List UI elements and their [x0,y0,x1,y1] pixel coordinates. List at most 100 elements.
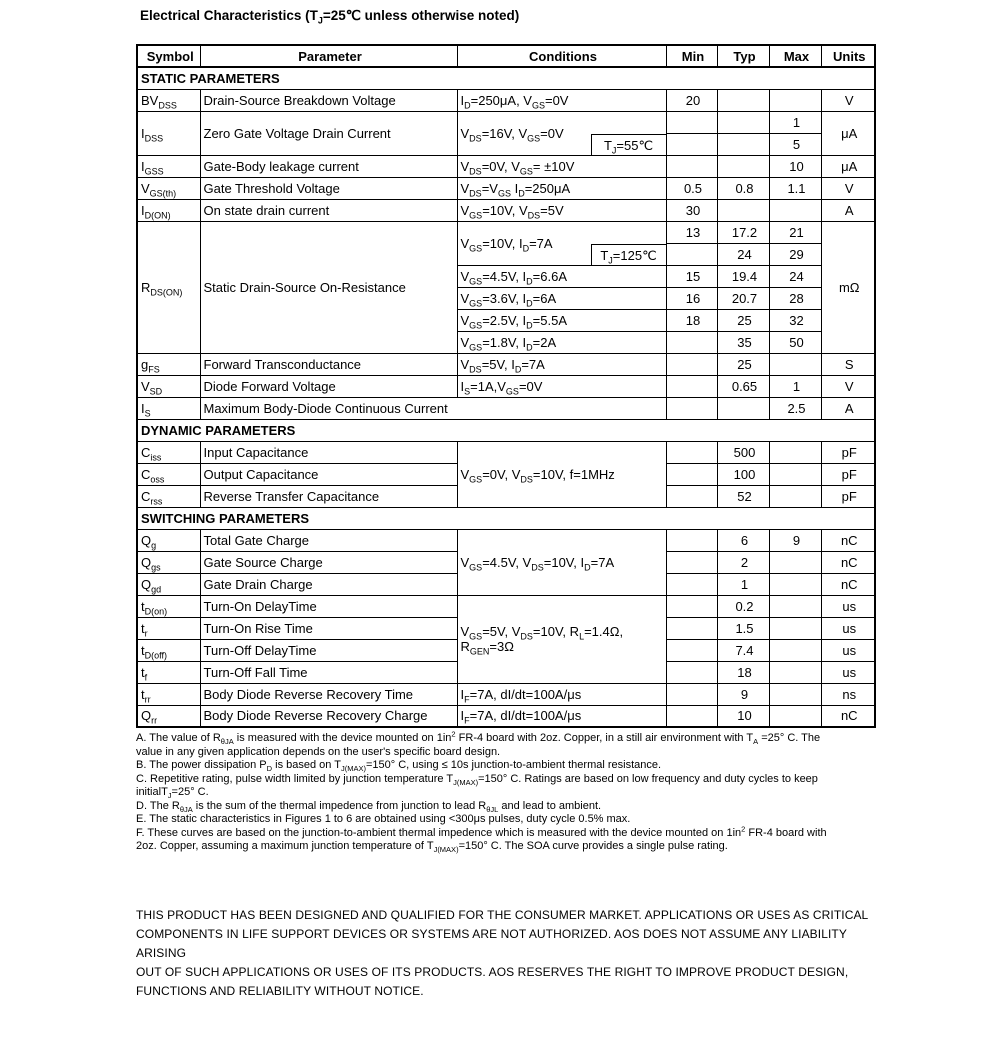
doc-title: Electrical Characteristics (TJ=25℃ unles… [140,8,520,26]
table-row: BVDSS Drain-Source Breakdown Voltage ID=25… [136,88,876,112]
parameter-cell: Diode Forward Voltage [199,374,458,398]
units-cell: nC [820,528,876,552]
parameter-cell: Static Drain-Source On-Resistance [199,220,458,354]
table-row: Coss Output Capacitance 100 pF [136,462,876,486]
value-cell: 100 [716,462,770,486]
section-header: STATIC PARAMETERS [136,66,876,90]
section-row: SWITCHING PARAMETERS [136,506,876,530]
disclaimer-line: COMPONENTS IN LIFE SUPPORT DEVICES OR SY… [136,926,847,960]
column-header: Units [820,44,876,68]
column-header: Conditions [456,44,667,68]
conditions-cell: VDS=16V, VGS=0V TJ=55℃ [456,110,667,156]
column-header: Symbol [136,44,201,68]
conditions-cell: VGS=4.5V, ID=6.6A [456,264,667,288]
conditions-cell: VDS=0V, VGS= ±10V [456,154,667,178]
symbol-cell: Qgs [136,550,201,574]
symbol-cell: RDS(ON) [136,220,201,354]
conditions-cell: VDS=5V, ID=7A [456,352,667,376]
value-cell [665,660,718,684]
value-cell: 18 [716,660,770,684]
parameter-cell: Turn-On DelayTime [199,594,458,618]
table-row: gFS Forward Transconductance VDS=5V, ID=7A… [136,352,876,376]
value-cell: 0.65 [716,374,770,398]
column-header: Typ [716,44,770,68]
table-row: tD(on) Turn-On DelayTime VGS=5V, VDS=10V, … [136,594,876,684]
value-cell: 16 [665,286,718,310]
section-row: STATIC PARAMETERS [136,66,876,90]
header-row: Symbol Parameter Conditions Min Typ Max Units [136,44,876,68]
footnote: A. The value of RθJA is measured with th… [136,729,821,758]
conditions-cell: VGS=0V, VDS=10V, f=1MHz [456,440,667,508]
parameter-cell: Turn-On Rise Time [199,616,458,640]
parameter-cell: Maximum Body-Diode Continuous Current [199,396,667,420]
value-cell [768,638,822,662]
parameter-cell: Gate-Body leakage current [199,154,458,178]
value-cell: 9 [716,682,770,706]
value-cell [665,132,718,156]
table-row: Qg Total Gate Charge VGS=4.5V, VDS=10V, ID… [136,528,876,596]
symbol-cell: Crss [136,484,201,508]
table-row: tf Turn-Off Fall Time 18 us [136,660,876,684]
value-cell: 19.4 [716,264,770,288]
units-cell: A [820,198,876,222]
parameter-cell: Forward Transconductance [199,352,458,376]
conditions-cell: VGS=2.5V, ID=5.5A [456,308,667,332]
value-cell [768,572,822,596]
table-row: IS Maximum Body-Diode Continuous Current 2… [136,396,876,420]
units-cell: μA [820,154,876,178]
parameter-cell: Total Gate Charge [199,528,458,552]
value-cell [665,242,718,266]
symbol-cell: tD(off) [136,638,201,662]
value-cell [665,374,718,398]
parameter-cell: Turn-Off Fall Time [199,660,458,684]
value-cell: 25 [716,308,770,332]
value-cell [768,484,822,508]
table-row: VSD Diode Forward Voltage IS=1A,VGS=0V 0.65… [136,374,876,398]
value-cell [768,440,822,464]
parameter-cell: Zero Gate Voltage Drain Current [199,110,458,156]
conditions-cell: VGS=10V, ID=7A TJ=125℃ [456,220,667,266]
footnote: C. Repetitive rating, pulse width limite… [136,772,818,801]
value-cell: 25 [716,352,770,376]
value-cell: 500 [716,440,770,464]
value-cell: 0.2 [716,594,770,618]
value-cell: 10 [716,704,770,728]
value-cell [665,528,718,552]
units-cell: us [820,616,876,640]
disclaimer-line: FUNCTIONS AND RELIABILITY WITHOUT NOTICE… [136,983,424,998]
value-cell [665,462,718,486]
units-cell: V [820,88,876,112]
value-cell [665,638,718,662]
table-row: Qrr Body Diode Reverse Recovery Charge IF=… [136,704,876,728]
conditions-cell: ID=250μA, VGS=0V [456,88,667,112]
table-row: Ciss Input Capacitance VGS=0V, VDS=10V, f=… [136,440,876,508]
conditions-cell: VGS=5V, VDS=10V, RL=1.4Ω, RGEN=3Ω [456,594,667,684]
value-cell: 29 [768,242,822,266]
section-row: DYNAMIC PARAMETERS [136,418,876,442]
value-cell: 1 [768,374,822,398]
value-cell [716,198,770,222]
table-row: IGSS Gate-Body leakage current VDS=0V, VGS… [136,154,876,178]
parameter-cell: Drain-Source Breakdown Voltage [199,88,458,112]
value-cell [665,330,718,354]
disclaimer: THIS PRODUCT HAS BEEN DESIGNED AND QUALI… [136,906,886,1001]
symbol-cell: gFS [136,352,201,376]
value-cell [768,198,822,222]
value-cell: 1 [768,110,822,134]
table-header: Symbol Parameter Conditions Min Typ Max Units [136,44,876,68]
page: Electrical Characteristics (TJ=25℃ unles… [136,8,906,1001]
units-cell: nC [820,572,876,596]
symbol-cell: VGS(th) [136,176,201,200]
section-header: SWITCHING PARAMETERS [136,506,876,530]
disclaimer-line: THIS PRODUCT HAS BEEN DESIGNED AND QUALI… [136,907,869,922]
disclaimer-line: OUT OF SUCH APPLICATIONS OR USES OF ITS … [136,964,849,979]
footnotes: A. The value of RθJA is measured with th… [136,729,896,854]
units-cell: pF [820,440,876,464]
symbol-cell: IS [136,396,201,420]
symbol-cell: tf [136,660,201,684]
parameter-cell: On state drain current [199,198,458,222]
units-cell: mΩ [820,220,876,354]
table-row: Crss Reverse Transfer Capacitance 52 pF [136,484,876,508]
value-cell: 21 [768,220,822,244]
symbol-cell: tr [136,616,201,640]
